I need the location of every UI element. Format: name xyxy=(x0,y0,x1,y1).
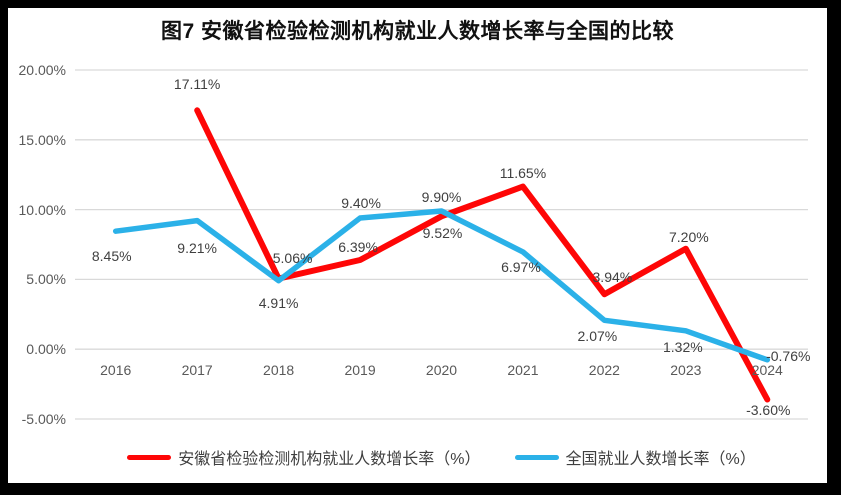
data-label: 1.32% xyxy=(662,338,703,355)
x-axis-tick-label: 2023 xyxy=(670,362,702,378)
data-label: 9.52% xyxy=(422,225,463,242)
data-label: 9.21% xyxy=(177,239,218,256)
x-axis-tick-label: 2022 xyxy=(588,362,620,378)
data-label: 11.65% xyxy=(499,164,547,181)
x-axis-tick-label: 2019 xyxy=(344,362,376,378)
y-axis-tick-label: 20.00% xyxy=(18,62,66,78)
data-label: 2.07% xyxy=(577,328,618,345)
y-axis-tick-label: 15.00% xyxy=(18,131,66,148)
y-axis-tick-label: 5.00% xyxy=(26,271,66,288)
x-axis-tick-label: 2021 xyxy=(507,362,539,378)
data-label: 5.06% xyxy=(272,249,313,266)
legend-swatch-blue-line xyxy=(514,454,559,460)
x-axis-tick-label: 2018 xyxy=(263,362,295,378)
series-line-1 xyxy=(112,208,771,363)
x-axis-tick-label: 2024 xyxy=(751,362,783,378)
y-axis-tick-label: 0.00% xyxy=(26,341,66,358)
legend-label-national: 全国就业人数增长率（%） xyxy=(565,451,756,468)
legend-item-national: 全国就业人数增长率（%） xyxy=(514,445,756,469)
x-axis-tick-label: 2016 xyxy=(100,362,132,378)
data-label: 9.40% xyxy=(341,194,381,211)
x-axis-tick-label: 2017 xyxy=(181,362,213,378)
chart-title: 图7 安徽省检验检测机构就业人数增长率与全国的比较 xyxy=(160,20,674,43)
data-label: -3.60% xyxy=(746,402,791,419)
y-axis-tick-label: 10.00% xyxy=(18,201,66,218)
data-label: 6.39% xyxy=(338,238,378,255)
data-label: 4.91% xyxy=(258,294,299,311)
legend-swatch-red-line xyxy=(127,454,172,460)
chart-canvas xyxy=(8,8,827,483)
legend-item-anhui: 安徽省检验检测机构就业人数增长率（%） xyxy=(127,445,481,469)
x-axis-tick-label: 2020 xyxy=(425,362,458,378)
data-label: 3.94% xyxy=(592,269,633,286)
data-label: 17.11% xyxy=(173,76,221,93)
legend-label-anhui: 安徽省检验检测机构就业人数增长率（%） xyxy=(178,451,481,468)
data-label: 8.45% xyxy=(91,248,132,265)
y-axis-tick-label: -5.00% xyxy=(21,411,66,427)
data-label: 6.97% xyxy=(501,258,541,275)
data-label: 9.90% xyxy=(421,188,462,205)
legend: 安徽省检验检测机构就业人数增长率（%） 全国就业人数增长率（%） xyxy=(75,444,808,470)
data-label: 7.20% xyxy=(668,228,709,245)
series-line-0 xyxy=(194,107,771,403)
data-label: -0.76% xyxy=(766,347,811,364)
